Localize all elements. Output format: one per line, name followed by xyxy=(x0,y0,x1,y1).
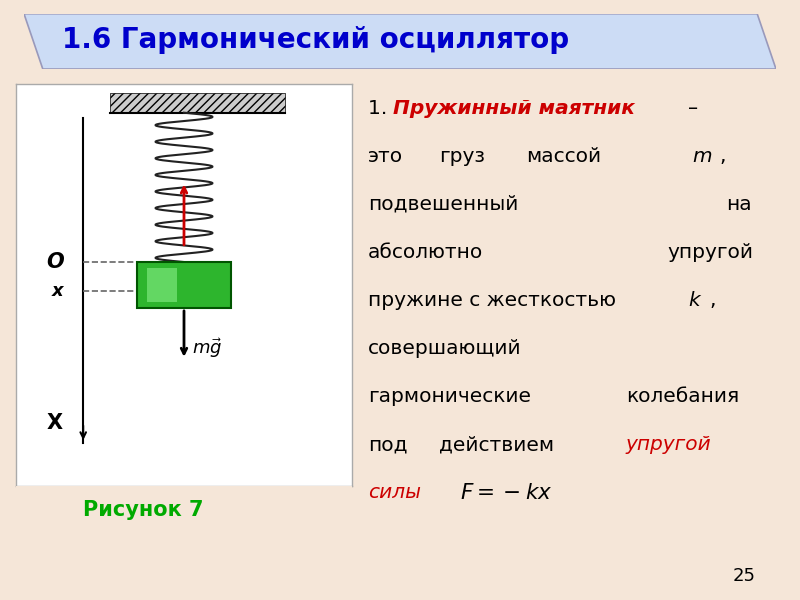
Text: колебания: колебания xyxy=(626,387,739,406)
Text: X: X xyxy=(46,413,62,433)
Text: 1.: 1. xyxy=(368,99,391,118)
Text: упругой: упругой xyxy=(667,243,754,262)
Text: это: это xyxy=(368,147,403,166)
Text: ,: , xyxy=(719,147,726,166)
Text: упругой: упругой xyxy=(626,435,712,454)
Text: m: m xyxy=(693,147,712,166)
Text: абсолютно: абсолютно xyxy=(368,243,483,262)
Text: под: под xyxy=(368,435,407,454)
Text: совершающий: совершающий xyxy=(368,339,522,358)
Text: гармонические: гармонические xyxy=(368,387,531,406)
Text: k: k xyxy=(688,291,700,310)
Text: пружине с жесткостью: пружине с жесткостью xyxy=(368,291,616,310)
Text: $m\vec{g}$: $m\vec{g}$ xyxy=(193,336,222,360)
Text: 25: 25 xyxy=(733,567,755,585)
Text: Рисунок 7: Рисунок 7 xyxy=(83,500,204,520)
Text: $F = -kx$: $F = -kx$ xyxy=(459,483,552,503)
Text: груз: груз xyxy=(438,147,485,166)
Text: ,: , xyxy=(709,291,716,310)
Text: 1.6 Гармонический осциллятор: 1.6 Гармонический осциллятор xyxy=(62,26,569,54)
Text: силы: силы xyxy=(368,483,421,502)
Text: –: – xyxy=(688,99,698,118)
Text: Пружинный маятник: Пружинный маятник xyxy=(393,99,635,118)
Text: подвешенный: подвешенный xyxy=(368,195,518,214)
Text: x: x xyxy=(52,282,64,300)
Text: массой: массой xyxy=(526,147,602,166)
Polygon shape xyxy=(24,14,776,69)
Text: O: O xyxy=(46,252,63,272)
Text: на: на xyxy=(726,195,751,214)
Bar xyxy=(147,268,178,302)
Text: действием: действием xyxy=(438,435,554,454)
Bar xyxy=(137,262,231,308)
